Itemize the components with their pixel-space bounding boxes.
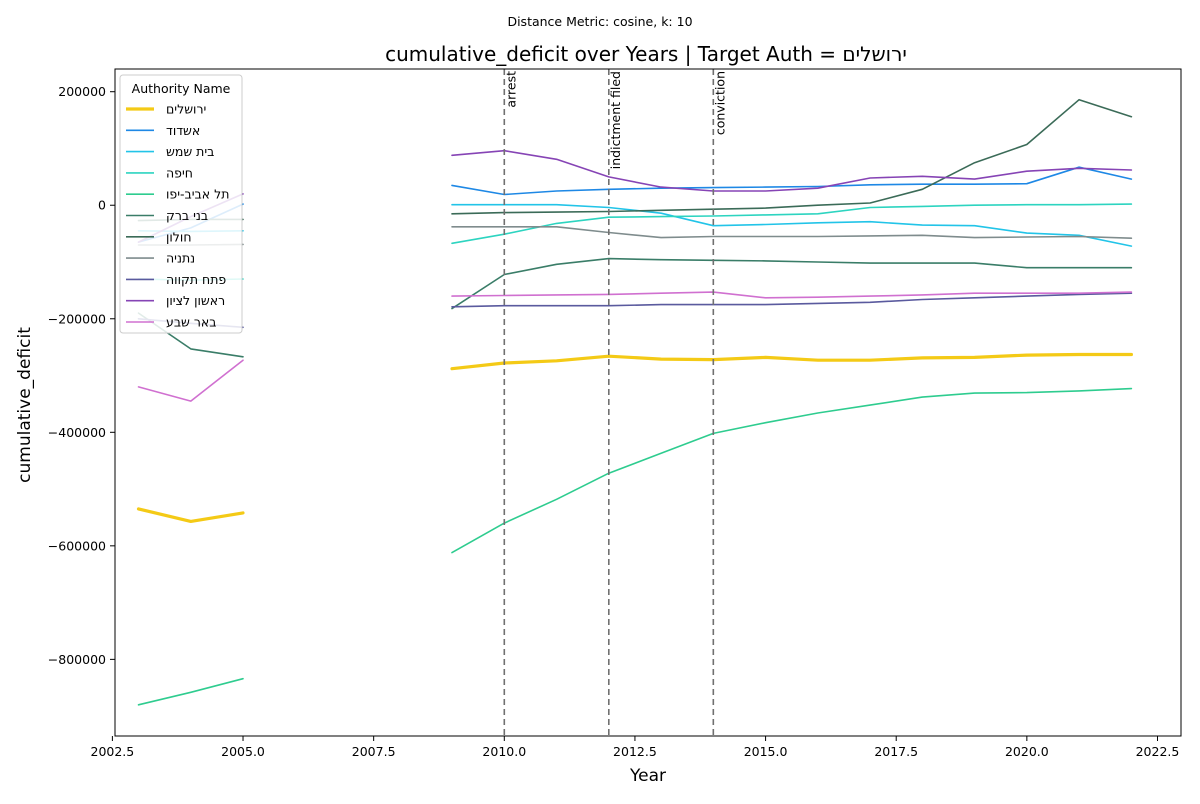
legend-title: Authority Name bbox=[132, 81, 231, 96]
x-tick-label: 2002.5 bbox=[91, 744, 135, 759]
y-axis: 200000 0 −200000 −400000 −600000 −800000 bbox=[48, 84, 115, 667]
series-line-3 bbox=[451, 203, 1133, 245]
legend-entry-label: חיפה bbox=[166, 165, 193, 180]
legend-entry-label: ירושלים bbox=[166, 102, 206, 117]
event-label: arrest bbox=[503, 71, 518, 108]
series-line-10 bbox=[137, 359, 244, 402]
legend-entry-label: בית שמש bbox=[166, 144, 214, 159]
legend-entry-label: נתניה bbox=[166, 251, 195, 266]
legend: Authority Name ירושלים אשדוד בית שמש חיפה תל … bbox=[119, 74, 243, 334]
legend-entry-label: תל אביב-יפו bbox=[166, 187, 229, 202]
x-tick-label: 2020.0 bbox=[1005, 744, 1049, 759]
series-line-4 bbox=[451, 387, 1133, 554]
chart-suptitle: Distance Metric: cosine, k: 10 bbox=[507, 14, 692, 29]
legend-entry-label: ראשון לציון bbox=[166, 293, 225, 308]
series-line-4 bbox=[137, 677, 244, 706]
legend-entry-label: באר שבע bbox=[166, 315, 217, 330]
x-tick-label: 2012.5 bbox=[613, 744, 657, 759]
x-tick-label: 2010.0 bbox=[482, 744, 526, 759]
x-tick-label: 2005.0 bbox=[221, 744, 265, 759]
series-line-7 bbox=[451, 226, 1133, 239]
y-tick-label: −200000 bbox=[48, 311, 106, 326]
series-line-0 bbox=[136, 507, 245, 523]
legend-box bbox=[119, 74, 243, 334]
y-tick-label: 200000 bbox=[58, 84, 106, 99]
series-line-10 bbox=[451, 291, 1133, 299]
x-tick-label: 2015.0 bbox=[744, 744, 788, 759]
chart-title: cumulative_deficit over Years | Target A… bbox=[385, 42, 907, 66]
event-label: indictment filed bbox=[608, 71, 623, 169]
series-line-0 bbox=[450, 352, 1133, 371]
y-tick-label: −800000 bbox=[48, 652, 106, 667]
series-line-1 bbox=[451, 166, 1133, 196]
x-tick-label: 2022.5 bbox=[1136, 744, 1180, 759]
x-tick-label: 2007.5 bbox=[352, 744, 396, 759]
series-line-9 bbox=[451, 149, 1133, 192]
series-line-8 bbox=[451, 292, 1133, 308]
series-layer bbox=[136, 98, 1133, 706]
x-tick-label: 2017.5 bbox=[874, 744, 918, 759]
series-line-2 bbox=[451, 203, 1133, 247]
legend-entry-label: בני ברק bbox=[166, 208, 208, 223]
plot-area-frame bbox=[114, 68, 1182, 737]
x-axis-label: Year bbox=[629, 766, 666, 786]
series-line-5 bbox=[451, 257, 1133, 310]
event-label: conviction bbox=[712, 71, 727, 135]
y-axis-label: cumulative_deficit bbox=[15, 327, 35, 483]
y-tick-label: −400000 bbox=[48, 425, 106, 440]
legend-entry-label: חולון bbox=[166, 229, 192, 244]
series-line-6 bbox=[451, 98, 1133, 215]
x-axis: 2002.5 2005.0 2007.5 2010.0 2012.5 2015.0 2017… bbox=[91, 736, 1180, 759]
y-tick-label: −600000 bbox=[48, 538, 106, 553]
y-tick-label: 0 bbox=[98, 198, 106, 213]
legend-entry-label: אשדוד bbox=[166, 123, 200, 138]
event-markers: arrest indictment filed conviction bbox=[503, 69, 727, 736]
legend-entry-label: פתח תקווה bbox=[166, 272, 226, 287]
